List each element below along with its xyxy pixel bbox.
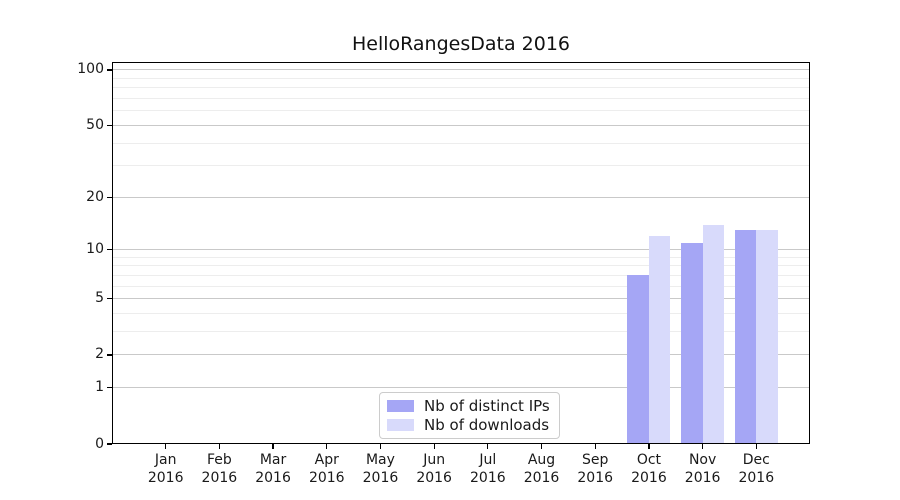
x-tick-label: May 2016 — [348, 452, 412, 487]
x-tick — [594, 444, 596, 449]
x-tick — [379, 444, 382, 449]
gridline-minor — [112, 142, 810, 144]
gridline-minor — [112, 98, 810, 99]
bar-distinct-ips — [627, 275, 649, 444]
y-tick — [107, 298, 112, 300]
gridline-minor — [112, 265, 810, 267]
y-tick-label: 20 — [86, 188, 104, 205]
x-tick-month: Jun — [423, 452, 446, 468]
x-tick-month: Sep — [582, 452, 609, 468]
gridline-minor — [112, 77, 810, 79]
gridline-major — [112, 69, 810, 71]
gridline-major — [112, 249, 810, 251]
bar-downloads — [648, 236, 671, 444]
x-tick-label: Mar 2016 — [241, 452, 305, 487]
gridline-minor — [112, 285, 810, 287]
x-tick-year: 2016 — [201, 469, 238, 486]
x-tick-month: Jan — [154, 452, 177, 468]
x-tick-year: 2016 — [147, 469, 184, 486]
y-tick — [107, 249, 112, 251]
chart-title: HelloRangesData 2016 — [351, 33, 571, 55]
y-tick-label: 10 — [86, 241, 104, 258]
x-tick-year: 2016 — [523, 469, 560, 486]
x-tick-month: Aug — [527, 452, 556, 468]
y-tick — [107, 354, 112, 356]
x-tick-label: Aug 2016 — [510, 452, 574, 487]
bar-downloads — [756, 230, 778, 444]
x-tick-month: Jul — [479, 452, 497, 468]
gridline-minor — [112, 331, 810, 333]
x-tick — [165, 444, 167, 449]
legend: Nb of distinct IPs Nb of downloads — [379, 392, 560, 439]
legend-swatch — [387, 400, 414, 412]
gridline-major — [112, 387, 810, 389]
x-tick-label: Oct 2016 — [617, 452, 681, 487]
x-tick-month: Feb — [206, 452, 232, 468]
x-tick — [487, 444, 489, 449]
y-tick-label: 0 — [95, 435, 104, 452]
x-tick-label: Dec 2016 — [724, 452, 788, 487]
x-tick-year: 2016 — [470, 469, 506, 486]
x-tick-year: 2016 — [738, 469, 775, 486]
legend-label: Nb of downloads — [424, 416, 550, 434]
y-tick — [107, 69, 112, 71]
x-tick — [540, 444, 543, 449]
x-tick-month: Dec — [742, 452, 770, 468]
x-tick-label: Feb 2016 — [187, 452, 251, 487]
x-tick-month: Nov — [688, 452, 717, 468]
x-tick-label: Jan 2016 — [134, 452, 198, 487]
gridline-minor — [112, 87, 810, 89]
x-tick-month: Apr — [314, 452, 339, 468]
x-tick-month: Oct — [636, 452, 662, 468]
x-tick-year: 2016 — [684, 469, 721, 486]
gridline-major — [112, 124, 810, 126]
x-tick-month: May — [365, 452, 395, 468]
y-tick-label: 100 — [77, 61, 104, 78]
legend-item: Nb of distinct IPs — [387, 398, 550, 414]
bar-distinct-ips — [734, 230, 757, 444]
y-tick — [107, 443, 112, 445]
x-tick-label: Apr 2016 — [295, 452, 359, 487]
x-tick-month: Mar — [259, 452, 287, 468]
x-tick-year: 2016 — [416, 469, 452, 486]
bar-distinct-ips — [681, 242, 703, 444]
gridline-major — [112, 354, 810, 356]
x-tick — [272, 444, 274, 449]
y-tick — [107, 196, 112, 198]
gridline-major — [112, 298, 810, 300]
x-tick-label: Nov 2016 — [671, 452, 735, 487]
x-tick-label: Sep 2016 — [563, 452, 627, 487]
x-tick — [755, 444, 757, 449]
legend-label: Nb of distinct IPs — [424, 397, 550, 415]
gridline-minor — [112, 165, 810, 167]
y-tick — [107, 124, 112, 126]
x-tick-label: Jul 2016 — [456, 452, 520, 487]
y-tick-label: 5 — [95, 290, 104, 307]
x-tick-year: 2016 — [362, 469, 399, 486]
x-tick-year: 2016 — [631, 469, 667, 486]
gridline-minor — [112, 256, 810, 258]
y-tick-label: 2 — [95, 346, 104, 363]
legend-swatch — [387, 419, 414, 431]
x-tick-year: 2016 — [255, 469, 291, 486]
x-tick-year: 2016 — [308, 469, 345, 486]
y-tick-label: 50 — [86, 116, 104, 133]
gridline-minor — [112, 274, 810, 276]
x-tick-label: Jun 2016 — [402, 452, 466, 487]
gridline-major — [112, 196, 810, 198]
gridline-minor — [112, 313, 810, 315]
x-tick-year: 2016 — [577, 469, 614, 486]
x-tick — [326, 444, 328, 449]
x-tick — [218, 444, 220, 449]
y-tick-label: 1 — [95, 379, 104, 396]
legend-item: Nb of downloads — [387, 417, 550, 433]
x-tick — [648, 444, 650, 449]
y-tick — [107, 387, 112, 389]
x-tick — [433, 444, 435, 449]
x-tick — [702, 444, 704, 449]
gridline-minor — [112, 110, 810, 112]
bar-downloads — [702, 224, 725, 444]
